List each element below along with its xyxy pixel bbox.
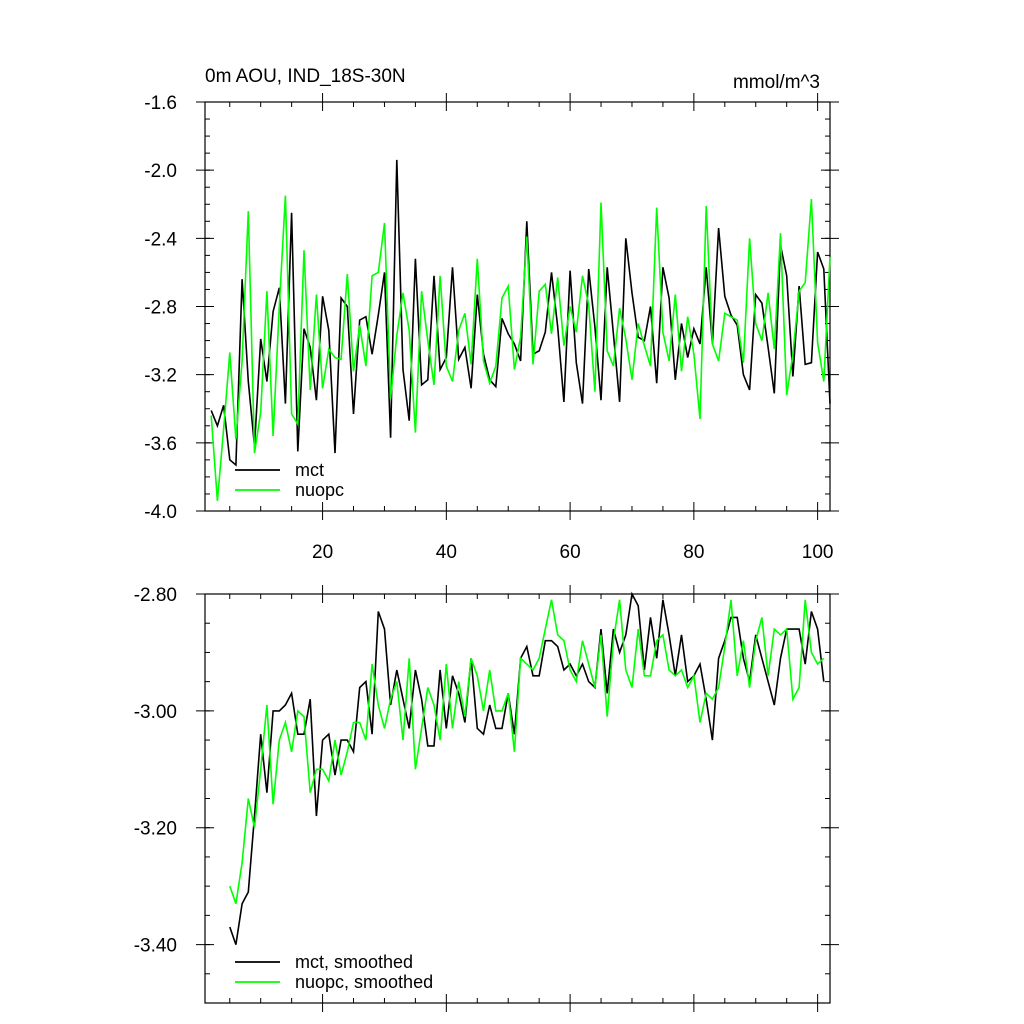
- y-tick-label: -4.0: [144, 502, 177, 523]
- top-panel-axes: 20 40 60 80 100 -4.0 -3.6 -3.2 -2.8 -2.4 -2.0 -1.6: [144, 93, 839, 563]
- y-tick-label: -2.80: [134, 585, 177, 606]
- y-tick-label: -3.6: [144, 434, 177, 455]
- top-panel-aou: 0m AOU, IND_18S-30N mmol/m^3 20 40 60 80 100…: [144, 66, 839, 563]
- x-tick-label: 20: [312, 542, 333, 563]
- series-line-mct: [210, 159, 831, 467]
- y-tick-label: -2.8: [144, 298, 177, 319]
- legend-label-mct-smoothed: mct, smoothed: [295, 952, 413, 972]
- y-tick-label: -2.0: [144, 161, 177, 182]
- bottom-panel-series: [229, 591, 825, 945]
- y-tick-label: -2.4: [144, 229, 177, 250]
- bottom-panel-legend: mct, smoothed nuopc, smoothed: [235, 952, 433, 992]
- x-tick-label: 100: [802, 542, 834, 563]
- series-line-nuopc: [210, 195, 831, 501]
- x-tick-label: 80: [683, 542, 704, 563]
- y-tick-label: -3.2: [144, 366, 177, 387]
- y-tick-label: -3.20: [134, 819, 177, 840]
- bottom-panel-smoothed: -3.40 -3.20 -3.00 -2.80 mct, smoothed nuopc…: [134, 585, 839, 1012]
- y-tick-label: -1.6: [144, 93, 177, 114]
- x-tick-label: 40: [436, 542, 457, 563]
- y-tick-label: -3.40: [134, 936, 177, 957]
- legend-label-nuopc-smoothed: nuopc, smoothed: [295, 972, 433, 992]
- y-tick-label: -3.00: [134, 702, 177, 723]
- x-tick-label: 60: [560, 542, 581, 563]
- legend-label-mct: mct: [295, 460, 324, 480]
- legend-label-nuopc: nuopc: [295, 480, 344, 500]
- series-line-nuopc-smoothed: [229, 599, 825, 904]
- bottom-panel-axes: -3.40 -3.20 -3.00 -2.80: [134, 585, 839, 1012]
- top-panel-title: 0m AOU, IND_18S-30N: [205, 66, 406, 87]
- plot-frame: [204, 101, 831, 512]
- top-panel-legend: mct nuopc: [235, 460, 344, 500]
- top-panel-series: [210, 159, 831, 501]
- top-panel-units: mmol/m^3: [733, 72, 820, 93]
